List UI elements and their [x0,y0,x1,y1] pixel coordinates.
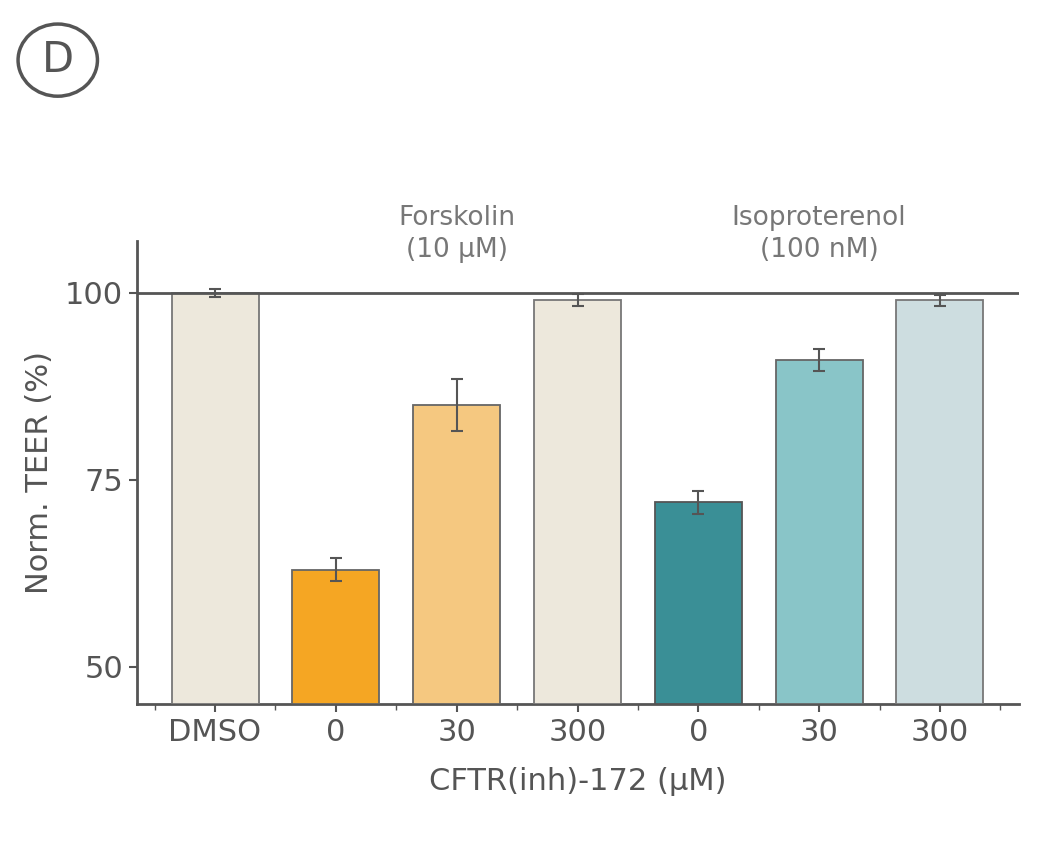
Text: Forskolin
(10 μM): Forskolin (10 μM) [398,205,516,263]
Bar [414,405,500,704]
Circle shape [18,24,98,96]
X-axis label: CFTR(inh)-172 (μM): CFTR(inh)-172 (μM) [428,767,727,796]
Bar [776,360,863,704]
Bar [655,503,741,704]
Bar [534,301,621,704]
Y-axis label: Norm. TEER (%): Norm. TEER (%) [25,351,54,594]
Bar [897,301,984,704]
Bar [171,293,258,704]
Bar [292,570,379,704]
Text: Isoproterenol
(100 nM): Isoproterenol (100 nM) [732,205,906,263]
Text: D: D [42,40,74,81]
